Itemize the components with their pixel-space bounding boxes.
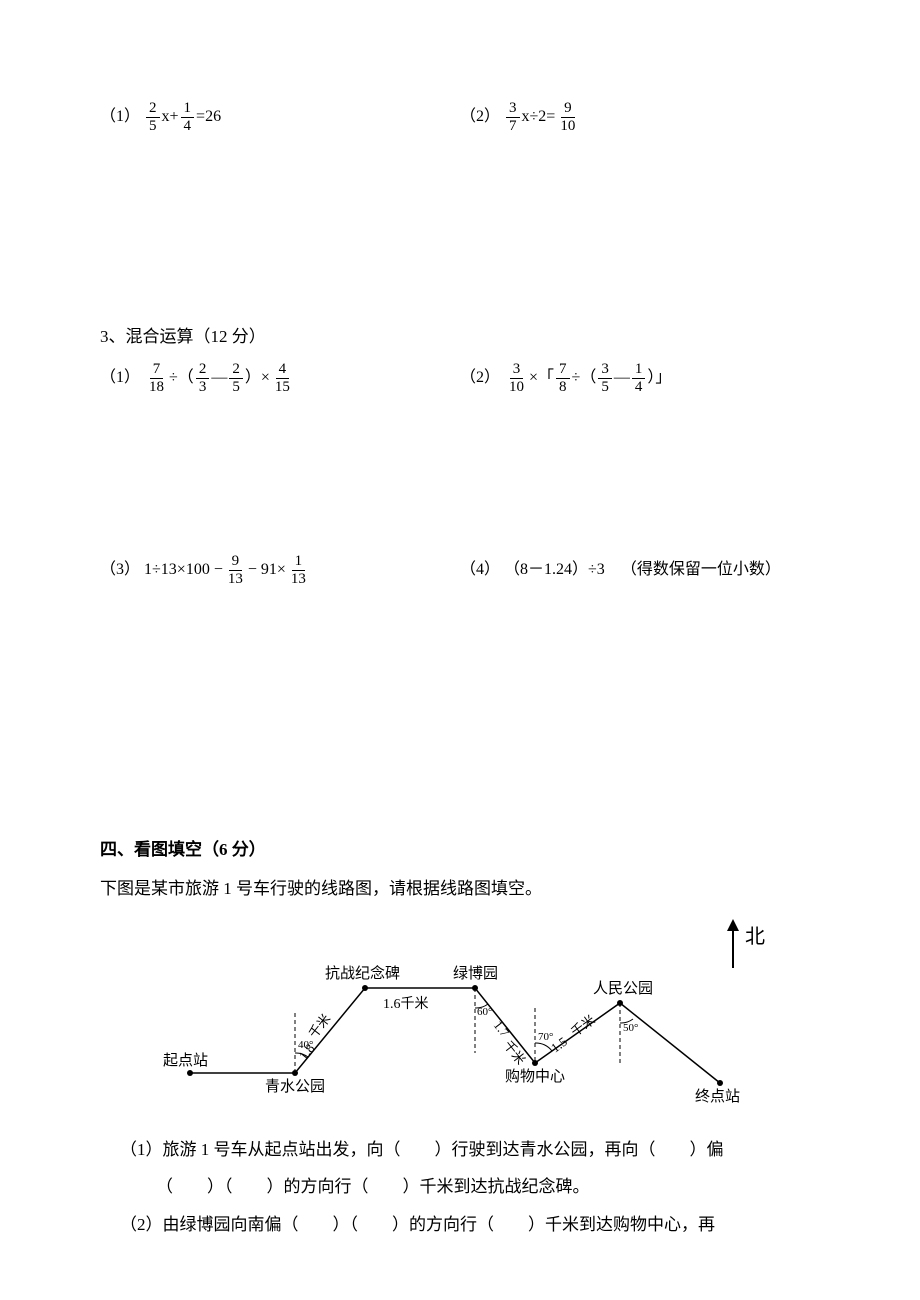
north-arrow-icon: 北 <box>727 919 765 968</box>
mixed-q1: （1） 7 18 ÷（ 2 3 — 2 5 ）× 4 15 <box>100 361 460 395</box>
dist-km1: 千米 <box>306 1011 334 1041</box>
q4-expr: （8－1.24）÷3 <box>504 558 605 582</box>
eq1-rhs: =26 <box>196 105 221 129</box>
q2-f4: 1 4 <box>632 361 646 395</box>
section4-title: 四、看图填空（6 分） <box>100 835 820 860</box>
q2-f3: 3 5 <box>598 361 612 395</box>
blank-2-line1: （2）由绿博园向南偏（ ）（ ）的方向行（ ）千米到达购物中心，再 <box>100 1206 820 1243</box>
q1-op2: — <box>211 366 227 390</box>
label-qingshui: 青水公园 <box>265 1078 325 1095</box>
q2-op1: ×「 <box>529 366 554 390</box>
q2-f2: 7 8 <box>556 361 570 395</box>
blank-1-line2: （ ）（ ）的方向行（ ）千米到达抗战纪念碑。 <box>100 1168 820 1205</box>
mixed-row-1: （1） 7 18 ÷（ 2 3 — 2 5 ）× 4 15 （2） 3 10 ×… <box>100 361 820 395</box>
q1-op3: ）× <box>245 366 270 390</box>
blank-1-line1: （1）旅游 1 号车从起点站出发，向（ ）行驶到达青水公园，再向（ ）偏 <box>100 1131 820 1168</box>
eq1-frac1: 2 5 <box>146 100 160 134</box>
route-svg: 北 起点站 青水公园 抗战纪念碑 绿博园 购物中心 <box>155 913 765 1113</box>
angle-40: 40° <box>298 1039 313 1051</box>
label-peoplepark: 人民公园 <box>593 980 653 997</box>
north-label: 北 <box>745 925 765 948</box>
dist-1-6: 1.6千米 <box>383 996 429 1012</box>
mixed-q4: （4） （8－1.24）÷3 （得数保留一位小数） <box>460 553 820 587</box>
eq2-frac2: 9 10 <box>557 100 578 134</box>
q1-op1: ÷（ <box>169 366 194 390</box>
q2-op2: ÷（ <box>572 366 597 390</box>
label-end: 终点站 <box>695 1088 740 1105</box>
label-shopping: 购物中心 <box>505 1068 565 1085</box>
q3-f1: 9 13 <box>225 553 246 587</box>
q1-f3: 2 5 <box>229 361 243 395</box>
angle-70: 70° <box>538 1031 553 1043</box>
q4-label: （4） <box>460 558 500 582</box>
angle-60: 60° <box>477 1006 492 1018</box>
spacer <box>100 727 820 787</box>
q1-f4: 4 15 <box>272 361 293 395</box>
route-diagram: 北 起点站 青水公园 抗战纪念碑 绿博园 购物中心 <box>100 913 820 1113</box>
q2-f1: 3 10 <box>506 361 527 395</box>
q3-pre: 1÷13×100 − <box>144 558 223 582</box>
dist-1-7: 1.7 <box>491 1018 513 1040</box>
eq1-label: （1） <box>100 105 140 129</box>
q3-mid: − 91× <box>248 558 286 582</box>
label-lvbo: 绿博园 <box>453 965 498 982</box>
q1-label: （1） <box>100 366 140 390</box>
eq1-mid: x+ <box>162 105 179 129</box>
q2-op4: ）」 <box>647 366 671 390</box>
eq2-label: （2） <box>460 105 500 129</box>
section4-subtitle: 下图是某市旅游 1 号车行驶的线路图，请根据线路图填空。 <box>100 874 820 899</box>
spacer <box>100 134 820 274</box>
q2-label: （2） <box>460 366 500 390</box>
equation-row-1: （1） 2 5 x+ 1 4 =26 （2） 3 7 x÷2= 9 10 <box>100 100 820 134</box>
eq2-frac1: 3 7 <box>506 100 520 134</box>
dist-km2: 千米 <box>501 1038 529 1068</box>
label-antiwar: 抗战纪念碑 <box>325 964 400 982</box>
equation-1: （1） 2 5 x+ 1 4 =26 <box>100 100 460 134</box>
q1-f1: 7 18 <box>146 361 167 395</box>
route-path <box>190 988 720 1083</box>
mixed-q3: （3） 1÷13×100 − 9 13 − 91× 1 13 <box>100 553 460 587</box>
q4-note: （得数保留一位小数） <box>621 558 781 582</box>
dist-km3: 千米 <box>568 1012 598 1039</box>
spacer <box>100 395 820 535</box>
eq2-mid: x÷2= <box>522 105 556 129</box>
q3-label: （3） <box>100 558 140 582</box>
angle-50: 50° <box>623 1022 638 1034</box>
q3-f2: 1 13 <box>288 553 309 587</box>
eq1-frac2: 1 4 <box>181 100 195 134</box>
spacer <box>100 587 820 727</box>
label-start: 起点站 <box>163 1052 208 1069</box>
equation-2: （2） 3 7 x÷2= 9 10 <box>460 100 820 134</box>
q1-f2: 2 3 <box>196 361 210 395</box>
mixed-q2: （2） 3 10 ×「 7 8 ÷（ 3 5 — 1 4 ）」 <box>460 361 820 395</box>
mixed-row-2: （3） 1÷13×100 − 9 13 − 91× 1 13 （4） （8－1.… <box>100 553 820 587</box>
section3-title: 3、混合运算（12 分） <box>100 322 820 347</box>
q2-op3: — <box>614 366 630 390</box>
